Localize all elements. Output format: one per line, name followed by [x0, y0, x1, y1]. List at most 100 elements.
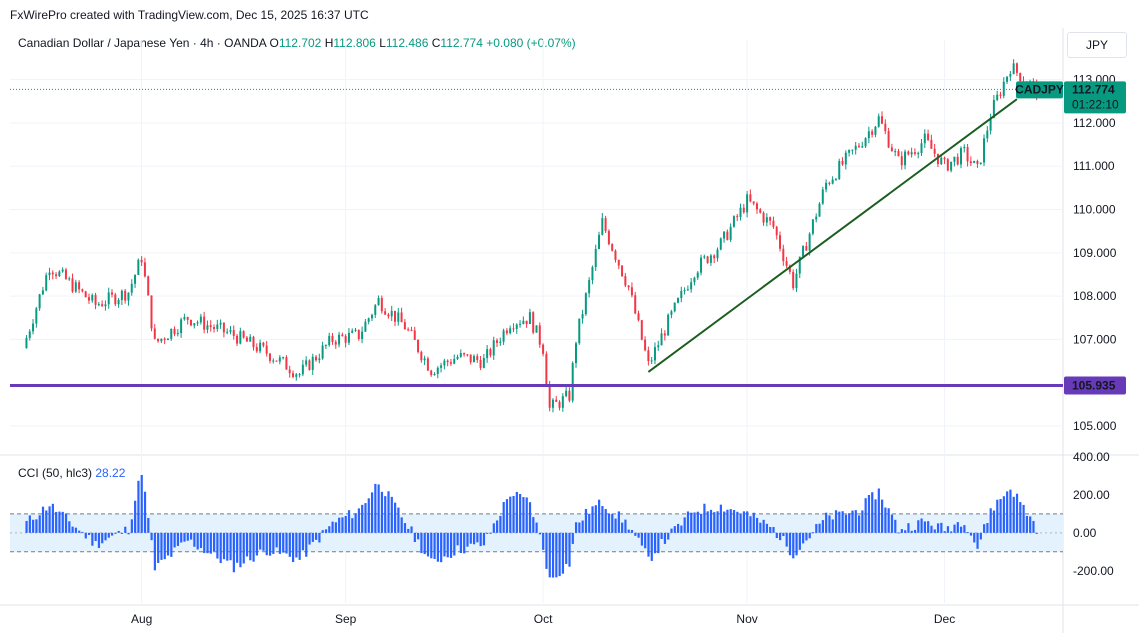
cci-bar	[101, 532, 104, 544]
candle-body	[35, 308, 38, 324]
cci-bar	[71, 526, 74, 533]
candle-body	[785, 261, 788, 266]
cci-bar	[301, 532, 305, 551]
candle-body	[512, 328, 515, 330]
cci-bar	[341, 517, 344, 533]
cci-bar	[683, 517, 686, 533]
cci-bar	[782, 532, 785, 537]
candle-body	[614, 250, 617, 261]
cci-bar	[183, 532, 186, 542]
candle-body	[341, 334, 344, 337]
cci-bar	[295, 532, 298, 558]
candle-body	[433, 373, 436, 376]
cci-bar	[35, 519, 38, 533]
candle-body	[680, 290, 683, 299]
candle-body	[923, 133, 926, 144]
cci-bar	[594, 505, 597, 533]
candle-body	[881, 116, 884, 124]
cci-bar	[499, 515, 502, 533]
candle-body	[150, 295, 153, 329]
candle-body	[338, 334, 341, 345]
currency-button[interactable]: JPY	[1067, 32, 1127, 58]
cci-bar	[844, 514, 848, 533]
candle-body	[630, 287, 633, 296]
cci-bar	[614, 518, 617, 533]
cci-bar	[667, 532, 670, 540]
candle-body	[232, 330, 235, 336]
cci-bar	[387, 491, 390, 533]
cci-bar	[219, 532, 222, 564]
candle-body	[907, 151, 910, 155]
cci-bar	[627, 529, 630, 533]
cci-legend[interactable]: CCI (50, hlc3) 28.22	[18, 466, 125, 480]
cci-bar	[394, 502, 397, 533]
candle-body	[489, 349, 492, 356]
candle-body	[347, 332, 350, 343]
cci-bar	[324, 529, 328, 533]
candle-body	[956, 156, 959, 165]
cci-bar	[502, 502, 505, 533]
candle-body	[752, 201, 755, 204]
cci-bar	[505, 499, 509, 533]
candle-body	[163, 338, 166, 341]
cci-bar	[900, 529, 903, 533]
candle-body	[851, 149, 854, 151]
candle-body	[601, 218, 604, 235]
candle-body	[324, 345, 327, 347]
candle-body	[499, 341, 502, 343]
cci-bar	[851, 510, 854, 533]
cci-bar	[45, 510, 48, 533]
cci-bar	[943, 531, 946, 533]
candle-body	[805, 246, 808, 251]
cci-bar	[272, 532, 275, 554]
candle-body	[815, 216, 818, 220]
cci-bar	[114, 532, 117, 534]
candle-body	[700, 257, 703, 273]
candle-body	[742, 207, 745, 213]
candle-body	[443, 360, 446, 366]
candle-body	[588, 280, 591, 294]
cci-bar	[236, 532, 239, 563]
candle-body	[650, 360, 653, 362]
candle-body	[634, 295, 637, 314]
cci-bar	[1019, 502, 1022, 533]
candle-body	[114, 294, 117, 305]
cci-bar	[568, 532, 571, 567]
cci-bar	[670, 528, 673, 533]
candle-body	[308, 360, 311, 370]
cci-bar	[815, 524, 818, 533]
candle-body	[213, 327, 216, 329]
candle-body	[811, 219, 814, 234]
cci-bar	[107, 532, 110, 538]
cci-bar	[989, 508, 992, 533]
candle-body	[61, 269, 64, 272]
candle-body	[259, 342, 262, 352]
candle-body	[160, 338, 163, 342]
candle-body	[706, 256, 709, 263]
candle-body	[624, 276, 627, 286]
cci-bar	[1012, 496, 1015, 533]
cci-bar	[864, 498, 867, 533]
candle-body	[594, 249, 597, 268]
countdown-tag: 01:22:10	[1072, 97, 1119, 111]
cci-bar	[624, 519, 627, 533]
cci-bar	[140, 475, 143, 533]
cci-bar	[551, 532, 555, 578]
cci-bar	[81, 531, 84, 533]
cci-bar	[637, 532, 640, 538]
candle-body	[538, 325, 541, 345]
candle-body	[690, 282, 693, 290]
candle-body	[509, 328, 512, 334]
cci-bar	[706, 511, 709, 533]
candle-body	[426, 358, 429, 371]
candle-body	[683, 290, 686, 292]
cci-bar	[736, 511, 739, 533]
cci-bar	[193, 532, 196, 547]
cci-bar	[765, 523, 769, 533]
cci-bar	[581, 520, 584, 533]
cci-bar	[565, 532, 568, 565]
price-tick-label: 110.000	[1073, 203, 1116, 217]
cci-bar	[265, 532, 268, 556]
cci-bar	[1002, 496, 1005, 533]
